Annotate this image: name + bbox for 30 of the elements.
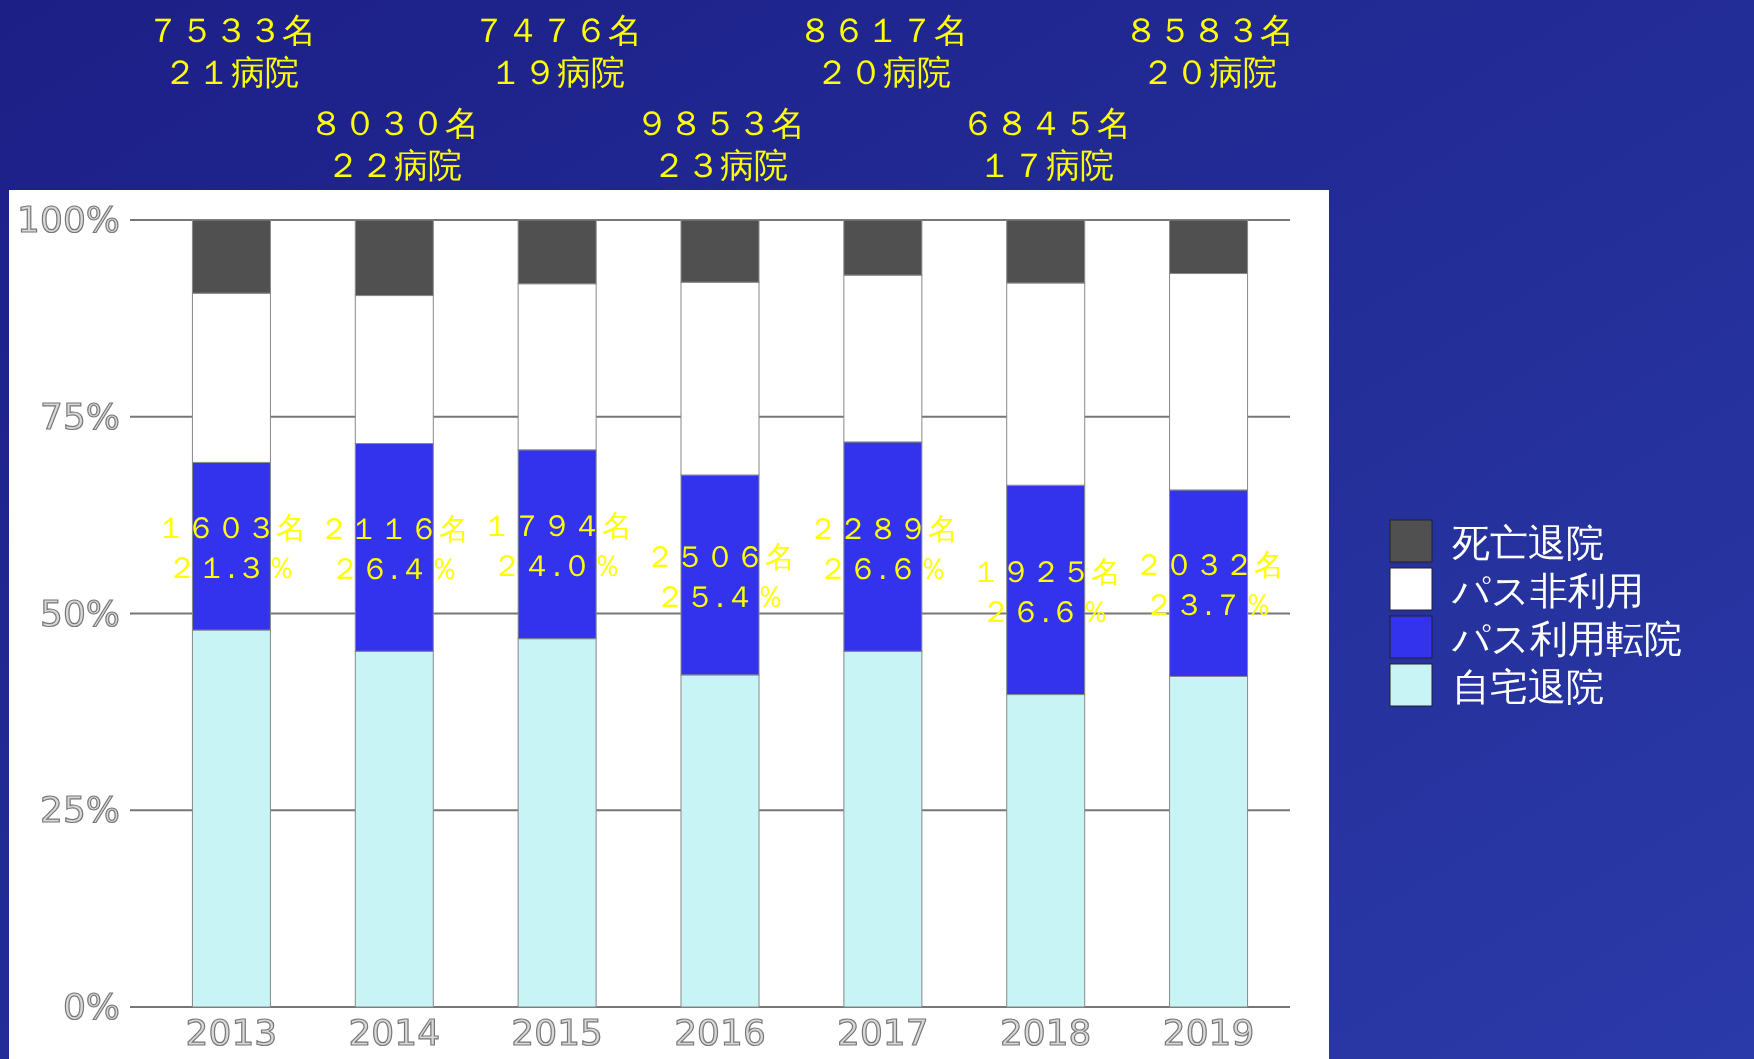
y-tick-label: 100% [17, 199, 120, 240]
x-tick-label: 2018 [999, 1012, 1092, 1053]
text: ７５３３名２１病院 [146, 10, 317, 92]
data-label: １９２５名２６.６％ [970, 553, 1121, 629]
y-tick-label: 75% [39, 395, 120, 437]
data-label: ２１１６名２６.４％ [319, 511, 470, 587]
x-tick-label: 2013 [185, 1012, 278, 1053]
x-tick-label: 2014 [348, 1012, 441, 1053]
x-tick-label: 2017 [837, 1012, 929, 1053]
data-label: １７９４名２４.０％ [482, 508, 633, 584]
legend-label: パス利用転院 [1451, 617, 1682, 661]
legend-label: 死亡退院 [1452, 521, 1604, 565]
text: ８６１７名２０病院 [797, 10, 968, 92]
data-label: ２５０６名２５.４％ [645, 538, 795, 614]
data-label: ２２８９名２６.６％ [807, 510, 958, 586]
text: ６８４５名１７病院 [960, 103, 1131, 185]
y-tick-label: 25% [39, 789, 120, 831]
text: ８０３０名２２病院 [309, 103, 480, 185]
y-tick-label: 50% [39, 592, 120, 634]
data-label: ２０３２名２３.７％ [1133, 547, 1284, 623]
x-tick-label: 2019 [1162, 1012, 1255, 1053]
x-tick-label: 2016 [674, 1012, 766, 1053]
x-tick-label: 2015 [511, 1012, 603, 1053]
text: ８５８３名２０病院 [1123, 10, 1294, 92]
text: ９８５３名２３病院 [635, 103, 805, 185]
legend-label: 自宅退院 [1452, 665, 1604, 709]
data-label: １６０３名２１.３％ [156, 510, 307, 586]
y-tick-label: 0% [62, 986, 120, 1027]
text: パス非利用 [1452, 569, 1644, 613]
text: ７４７６名１９病院 [472, 10, 643, 92]
